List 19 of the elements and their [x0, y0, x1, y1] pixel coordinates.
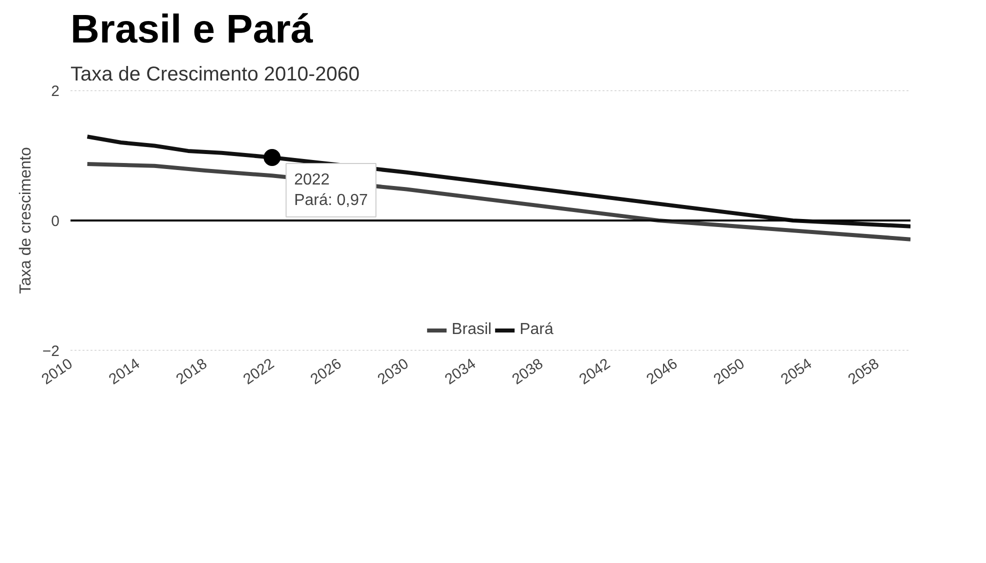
x-tick-label: 2018	[173, 355, 210, 388]
legend-label: Pará	[520, 321, 554, 339]
y-tick-label: 2	[51, 83, 60, 100]
x-tick-label: 2030	[374, 355, 412, 388]
annotation: 2022 Pará: 0,97	[294, 171, 368, 209]
chart-title: Brasil e Pará	[70, 8, 314, 52]
x-tick-label: 2038	[509, 355, 546, 388]
chart-subtitle: Taxa de Crescimento 2010-2060	[70, 64, 360, 86]
y-axis-title: Taxa de crescimento	[17, 147, 34, 294]
x-tick-label: 2022	[240, 355, 278, 388]
x-tick-label: 2046	[644, 355, 681, 388]
x-tick-label: 2050	[710, 355, 748, 388]
line-series	[85, 134, 910, 228]
y-tick-label: 0	[51, 213, 60, 230]
x-tick-label: 2042	[576, 355, 614, 388]
x-tick-label: 2026	[308, 355, 345, 388]
line-series	[85, 162, 910, 242]
x-tick-label: 2058	[845, 355, 882, 388]
legend-label: Brasil	[452, 321, 492, 339]
